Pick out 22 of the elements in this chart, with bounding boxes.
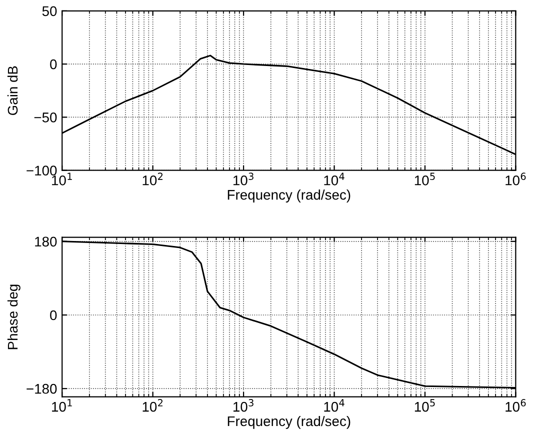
x-tick-label: 10$^{6}$ [506, 399, 526, 412]
x-tick-label: 10$^{4}$ [324, 172, 344, 186]
x-tick-label: 10$^{2}$ [142, 399, 163, 412]
x-tick-label: 10$^{1}$ [52, 399, 72, 412]
y-tick-label: 0 [50, 310, 57, 320]
x-tick-label: 10$^{5}$ [414, 399, 435, 412]
y-tick-label: −100 [26, 166, 57, 176]
y-tick-label: −180 [26, 384, 57, 394]
x-tick-label: 10$^{3}$ [233, 399, 254, 412]
x-tick-label: 10$^{3}$ [233, 172, 254, 186]
x-tick-label: 10$^{6}$ [506, 172, 526, 186]
x-axis-title: Frequency (rad/sec) [228, 416, 350, 429]
y-tick-label: 0 [50, 59, 57, 70]
y-tick-label: 180 [35, 236, 57, 247]
x-tick-label: 10$^{4}$ [324, 399, 344, 412]
y-tick-label: 50 [42, 6, 57, 16]
x-tick-label: 10$^{5}$ [414, 172, 435, 186]
x-axis-title: Frequency (rad/sec) [228, 190, 350, 202]
y-axis-title: Gain dB [7, 66, 18, 116]
y-tick-label: −50 [34, 112, 57, 122]
y-axis-title: Phase deg [7, 284, 20, 350]
x-tick-label: 10$^{2}$ [142, 172, 163, 186]
